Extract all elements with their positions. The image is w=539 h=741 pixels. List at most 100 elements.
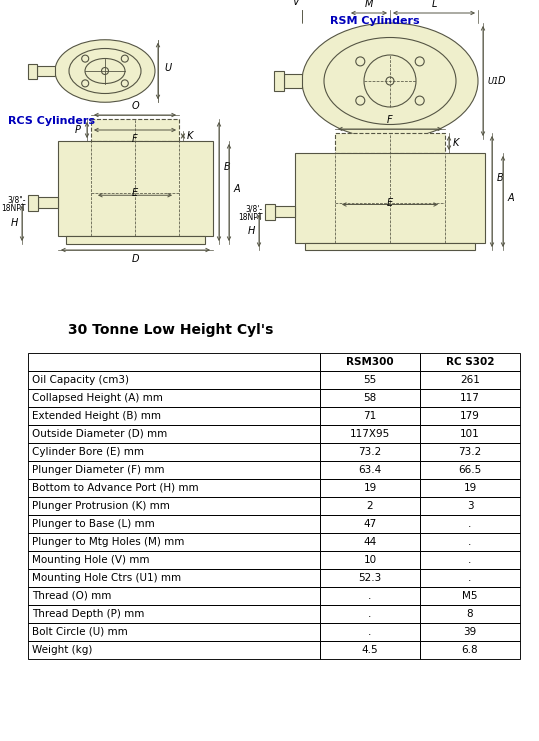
Text: B: B — [224, 162, 231, 171]
Text: 2: 2 — [367, 501, 374, 511]
Text: Plunger to Base (L) mm: Plunger to Base (L) mm — [32, 519, 155, 529]
Text: Plunger to Mtg Holes (M) mm: Plunger to Mtg Holes (M) mm — [32, 537, 184, 547]
Bar — [320, 569, 420, 587]
Text: M: M — [365, 0, 373, 9]
Bar — [274, 71, 284, 91]
Text: RSM300: RSM300 — [346, 357, 394, 367]
Bar — [320, 497, 420, 515]
Text: Weight (kg): Weight (kg) — [32, 645, 92, 655]
Text: 117: 117 — [460, 393, 480, 403]
Text: Plunger Protrusion (K) mm: Plunger Protrusion (K) mm — [32, 501, 170, 511]
Text: .: . — [368, 609, 372, 619]
Text: H: H — [11, 219, 18, 228]
Text: 3: 3 — [467, 501, 473, 511]
Text: 63.4: 63.4 — [358, 465, 382, 475]
Bar — [420, 641, 520, 659]
Bar — [28, 195, 38, 210]
Bar — [66, 236, 205, 244]
Text: 55: 55 — [363, 375, 377, 385]
Text: 58: 58 — [363, 393, 377, 403]
Text: 261: 261 — [460, 375, 480, 385]
Text: A: A — [234, 184, 240, 193]
Bar — [28, 623, 320, 641]
Bar — [420, 533, 520, 551]
Text: 10: 10 — [363, 555, 377, 565]
Bar — [420, 461, 520, 479]
Bar — [28, 479, 320, 497]
Bar — [320, 587, 420, 605]
Text: 101: 101 — [460, 429, 480, 439]
Bar — [28, 551, 320, 569]
Bar — [28, 605, 320, 623]
Bar — [28, 515, 320, 533]
Text: 6.8: 6.8 — [462, 645, 478, 655]
Text: RC S302: RC S302 — [446, 357, 494, 367]
Bar — [320, 353, 420, 371]
Bar — [28, 353, 320, 371]
Text: Bottom to Advance Port (H) mm: Bottom to Advance Port (H) mm — [32, 483, 199, 493]
Bar — [320, 443, 420, 461]
Bar — [28, 425, 320, 443]
Text: B: B — [497, 173, 504, 183]
Text: U: U — [164, 63, 171, 73]
Bar — [28, 371, 320, 389]
Text: 179: 179 — [460, 411, 480, 421]
Text: .: . — [468, 537, 472, 547]
Bar — [420, 407, 520, 425]
Text: 44: 44 — [363, 537, 377, 547]
Text: L: L — [431, 0, 437, 9]
Text: Cylinder Bore (E) mm: Cylinder Bore (E) mm — [32, 447, 144, 457]
Text: Mounting Hole (V) mm: Mounting Hole (V) mm — [32, 555, 149, 565]
Bar — [420, 479, 520, 497]
Ellipse shape — [302, 23, 478, 139]
Bar — [28, 461, 320, 479]
Text: Mounting Hole Ctrs (U1) mm: Mounting Hole Ctrs (U1) mm — [32, 573, 181, 583]
Bar — [284, 74, 302, 88]
Text: 117X95: 117X95 — [350, 429, 390, 439]
Bar — [37, 66, 55, 76]
Text: 3/8'-: 3/8'- — [246, 205, 263, 213]
Bar — [91, 119, 179, 141]
Bar — [295, 153, 485, 243]
Text: Extended Height (B) mm: Extended Height (B) mm — [32, 411, 161, 421]
Bar — [275, 206, 295, 217]
Text: RSM Cylinders: RSM Cylinders — [330, 16, 420, 26]
Text: 39: 39 — [464, 627, 476, 637]
Bar — [305, 243, 475, 250]
Bar — [420, 497, 520, 515]
Text: Oil Capacity (cm3): Oil Capacity (cm3) — [32, 375, 129, 385]
Bar — [28, 443, 320, 461]
Text: 19: 19 — [464, 483, 476, 493]
Text: Thread Depth (P) mm: Thread Depth (P) mm — [32, 609, 144, 619]
Text: D: D — [132, 254, 139, 264]
Text: 30 Tonne Low Height Cyl's: 30 Tonne Low Height Cyl's — [68, 323, 273, 337]
Text: Thread (O) mm: Thread (O) mm — [32, 591, 112, 601]
Text: F: F — [132, 134, 138, 144]
Bar — [320, 623, 420, 641]
Bar — [420, 371, 520, 389]
Text: M5: M5 — [462, 591, 478, 601]
Ellipse shape — [55, 40, 155, 102]
Bar — [320, 461, 420, 479]
Bar — [28, 641, 320, 659]
Text: 52.3: 52.3 — [358, 573, 382, 583]
Bar — [420, 587, 520, 605]
Bar — [28, 407, 320, 425]
Text: H: H — [247, 226, 255, 236]
Bar — [28, 569, 320, 587]
Bar — [320, 479, 420, 497]
Text: .: . — [468, 573, 472, 583]
Text: .: . — [368, 591, 372, 601]
Bar — [320, 515, 420, 533]
Bar — [28, 64, 37, 79]
Bar — [28, 497, 320, 515]
Bar — [420, 569, 520, 587]
Bar — [320, 533, 420, 551]
Bar — [58, 141, 213, 236]
Bar — [320, 389, 420, 407]
Bar — [420, 515, 520, 533]
Bar — [420, 353, 520, 371]
Bar — [28, 389, 320, 407]
Bar — [320, 641, 420, 659]
Text: Plunger Diameter (F) mm: Plunger Diameter (F) mm — [32, 465, 164, 475]
